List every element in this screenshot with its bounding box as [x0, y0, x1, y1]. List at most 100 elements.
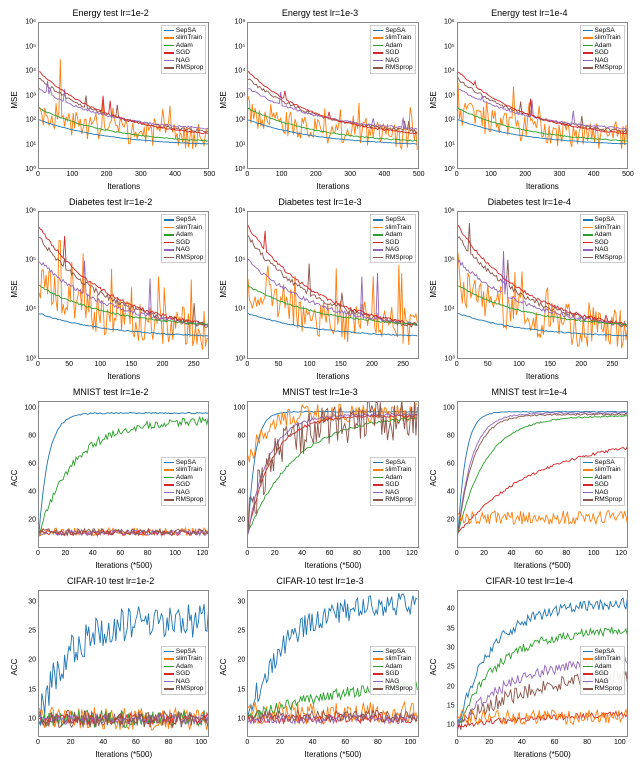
plot-area: SepSAslimTrainAdamSGDNAGRMSprop: [247, 211, 418, 358]
legend-swatch: [373, 681, 383, 683]
legend-item: RMSprop: [583, 685, 622, 692]
legend-swatch: [373, 673, 383, 675]
x-axis-label: Iterations (*500): [457, 750, 628, 759]
legend: SepSAslimTrainAdamSGDNAGRMSprop: [161, 646, 206, 695]
legend-swatch: [583, 681, 593, 683]
plot-area: SepSAslimTrainAdamSGDNAGRMSprop: [457, 211, 628, 358]
panel-energy-0: Energy test lr=1e-2MSEIterations10⁰10¹10…: [8, 8, 213, 191]
legend-label: SepSA: [595, 648, 615, 655]
legend-item: RMSprop: [373, 496, 412, 503]
legend-label: SGD: [595, 49, 609, 56]
series-RMSprop: [458, 77, 627, 133]
legend-label: Adam: [176, 663, 193, 670]
legend: SepSAslimTrainAdamSGDNAGRMSprop: [370, 646, 415, 695]
legend-label: SepSA: [176, 459, 196, 466]
x-axis-label: Iterations (*500): [38, 750, 209, 759]
legend-label: slimTrain: [385, 655, 411, 662]
legend-item: RMSprop: [373, 254, 412, 261]
legend-item: Adam: [164, 231, 203, 238]
legend-swatch: [373, 688, 383, 690]
legend-swatch: [164, 37, 174, 39]
legend-label: NAG: [176, 246, 190, 253]
legend-label: SepSA: [385, 216, 405, 223]
legend-item: SGD: [583, 481, 622, 488]
legend-label: SGD: [176, 49, 190, 56]
panel-cifar-10-1: CIFAR-10 test lr=1e-3ACCIterations (*500…: [217, 576, 422, 759]
x-ticks: 050100150200250: [457, 361, 628, 371]
legend-label: RMSprop: [176, 64, 203, 71]
legend-item: SepSA: [583, 648, 622, 655]
legend-swatch: [583, 227, 593, 229]
legend-item: slimTrain: [373, 224, 412, 231]
legend-item: slimTrain: [164, 655, 203, 662]
legend-swatch: [373, 242, 383, 244]
legend-item: NAG: [583, 57, 622, 64]
legend-label: NAG: [385, 246, 399, 253]
panel-cifar-10-0: CIFAR-10 test lr=1e-2ACCIterations (*500…: [8, 576, 213, 759]
legend-swatch: [583, 673, 593, 675]
x-ticks: 020406080100: [38, 739, 209, 749]
panel-diabetes-2: Diabetes test lr=1e-4MSEIterations10³10⁴…: [427, 197, 632, 380]
y-ticks: 10³10⁴10⁵10⁶: [429, 211, 455, 358]
legend-item: SGD: [164, 49, 203, 56]
legend-label: Adam: [385, 231, 402, 238]
plot-area: SepSAslimTrainAdamSGDNAGRMSprop: [38, 22, 209, 169]
legend-label: SepSA: [595, 27, 615, 34]
legend-item: SGD: [583, 670, 622, 677]
legend: SepSAslimTrainAdamSGDNAGRMSprop: [161, 25, 206, 74]
legend-item: NAG: [373, 246, 412, 253]
x-ticks: 020406080100: [247, 739, 418, 749]
plot-area: SepSAslimTrainAdamSGDNAGRMSprop: [38, 401, 209, 548]
x-ticks: 050100150200250: [38, 361, 209, 371]
legend-swatch: [583, 688, 593, 690]
series-slimTrain: [458, 709, 627, 724]
legend-item: NAG: [373, 57, 412, 64]
legend-item: SepSA: [583, 27, 622, 34]
x-ticks: 020406080100120: [38, 550, 209, 560]
legend-swatch: [583, 484, 593, 486]
x-ticks: 020406080100: [457, 739, 628, 749]
legend-item: slimTrain: [164, 466, 203, 473]
legend-label: Adam: [595, 663, 612, 670]
legend-label: SGD: [176, 481, 190, 488]
legend-swatch: [373, 249, 383, 251]
legend-swatch: [583, 67, 593, 69]
legend-swatch: [583, 60, 593, 62]
panel-title: CIFAR-10 test lr=1e-2: [8, 576, 213, 586]
legend-label: RMSprop: [176, 254, 203, 261]
legend-item: SGD: [164, 670, 203, 677]
legend-item: RMSprop: [164, 254, 203, 261]
plot-area: SepSAslimTrainAdamSGDNAGRMSprop: [457, 590, 628, 737]
legend-item: Adam: [164, 663, 203, 670]
legend-label: slimTrain: [176, 655, 202, 662]
legend-item: Adam: [373, 474, 412, 481]
legend-label: NAG: [176, 678, 190, 685]
series-SGD: [458, 72, 627, 134]
legend-item: NAG: [164, 678, 203, 685]
y-ticks: 1015202530: [10, 590, 36, 737]
legend-item: SepSA: [373, 27, 412, 34]
x-axis-label: Iterations: [247, 182, 418, 191]
legend-item: RMSprop: [583, 254, 622, 261]
legend-item: NAG: [583, 246, 622, 253]
legend-swatch: [373, 658, 383, 660]
legend-item: SGD: [373, 239, 412, 246]
legend-label: Adam: [385, 42, 402, 49]
panel-mnist-1: MNIST test lr=1e-3ACCIterations (*500)20…: [217, 387, 422, 570]
legend-swatch: [164, 462, 174, 464]
legend-item: slimTrain: [583, 655, 622, 662]
legend-item: slimTrain: [164, 224, 203, 231]
legend-swatch: [373, 30, 383, 32]
legend-item: SepSA: [373, 648, 412, 655]
legend-swatch: [164, 249, 174, 251]
x-ticks: 0100200300400500: [457, 171, 628, 181]
plot-area: SepSAslimTrainAdamSGDNAGRMSprop: [38, 590, 209, 737]
series-SepSA: [458, 120, 627, 144]
legend-swatch: [583, 469, 593, 471]
legend-swatch: [373, 477, 383, 479]
y-ticks: 10⁰10¹10²10³10⁴10⁵10⁶: [219, 22, 245, 169]
x-axis-label: Iterations: [247, 372, 418, 381]
legend-swatch: [583, 499, 593, 501]
legend-item: SepSA: [164, 216, 203, 223]
series-slimTrain: [458, 510, 627, 524]
